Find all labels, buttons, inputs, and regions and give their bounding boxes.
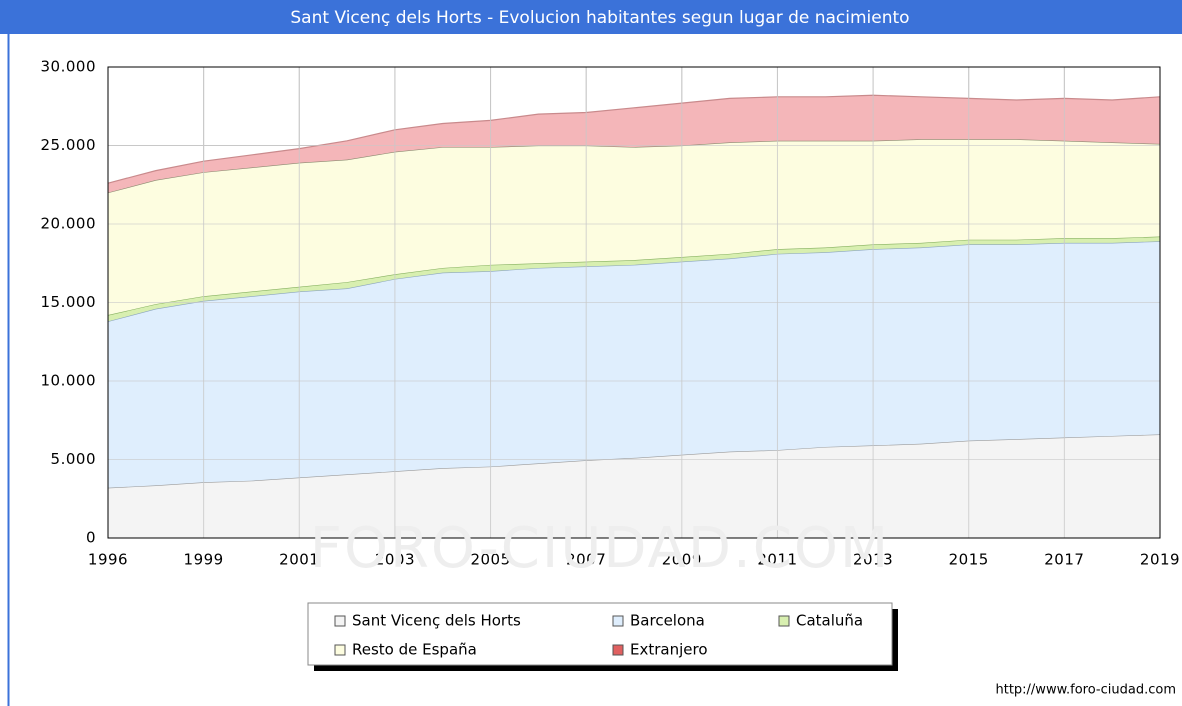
legend-swatch [334,644,346,656]
area [108,139,1160,316]
plot: 0 5.000 10.000 15.000 20.000 25.000 30.000 1996… [41,58,1180,569]
y-tick-label: 15.000 [41,293,97,311]
source-url: http://www.foro-ciudad.com [995,683,1176,698]
legend-box [307,602,893,666]
x-tick-label: 1999 [184,551,224,569]
x-tick-label: 2011 [757,551,797,569]
x-tick-label: 2009 [662,551,702,569]
x-tick-label: 2001 [279,551,319,569]
x-tick-label: 2019 [1140,551,1180,569]
x-tick-label: 2015 [949,551,989,569]
y-tick-label: 5.000 [51,450,96,468]
x-tick-label: 2017 [1044,551,1084,569]
legend-swatch [612,644,624,656]
y-tick-label: 10.000 [41,372,97,390]
y-tick-label: 0 [86,529,96,547]
legend-label: Sant Vicenç dels Horts [352,612,521,630]
legend-swatch [778,615,790,627]
x-tick-label: 2007 [566,551,606,569]
plot-frame [107,66,1161,539]
x-tick-label: 2005 [470,551,510,569]
area [108,434,1160,538]
legend-label: Resto de España [352,641,477,659]
x-tick-label: 2013 [853,551,893,569]
x-tick-label: 1996 [88,551,128,569]
y-tick-label: 30.000 [41,58,97,76]
legend-swatch [612,615,624,627]
legend-swatch [334,615,346,627]
y-tick-label: 20.000 [41,215,97,233]
legend-label: Cataluña [796,612,863,630]
area-line [107,94,1161,184]
watermark: FORO-CIUDAD.COM [310,516,891,581]
title-bar [0,0,1182,34]
chart-title: Sant Vicenç dels Horts - Evolucion habit… [290,8,909,28]
x-tick-label: 2003 [375,551,415,569]
legend: Sant Vicenç dels Horts Barcelona Cataluña R… [334,612,863,659]
area [108,95,1160,193]
legend-label: Extranjero [630,641,708,659]
y-tick-label: 25.000 [41,136,97,154]
legend-label: Barcelona [630,612,705,630]
